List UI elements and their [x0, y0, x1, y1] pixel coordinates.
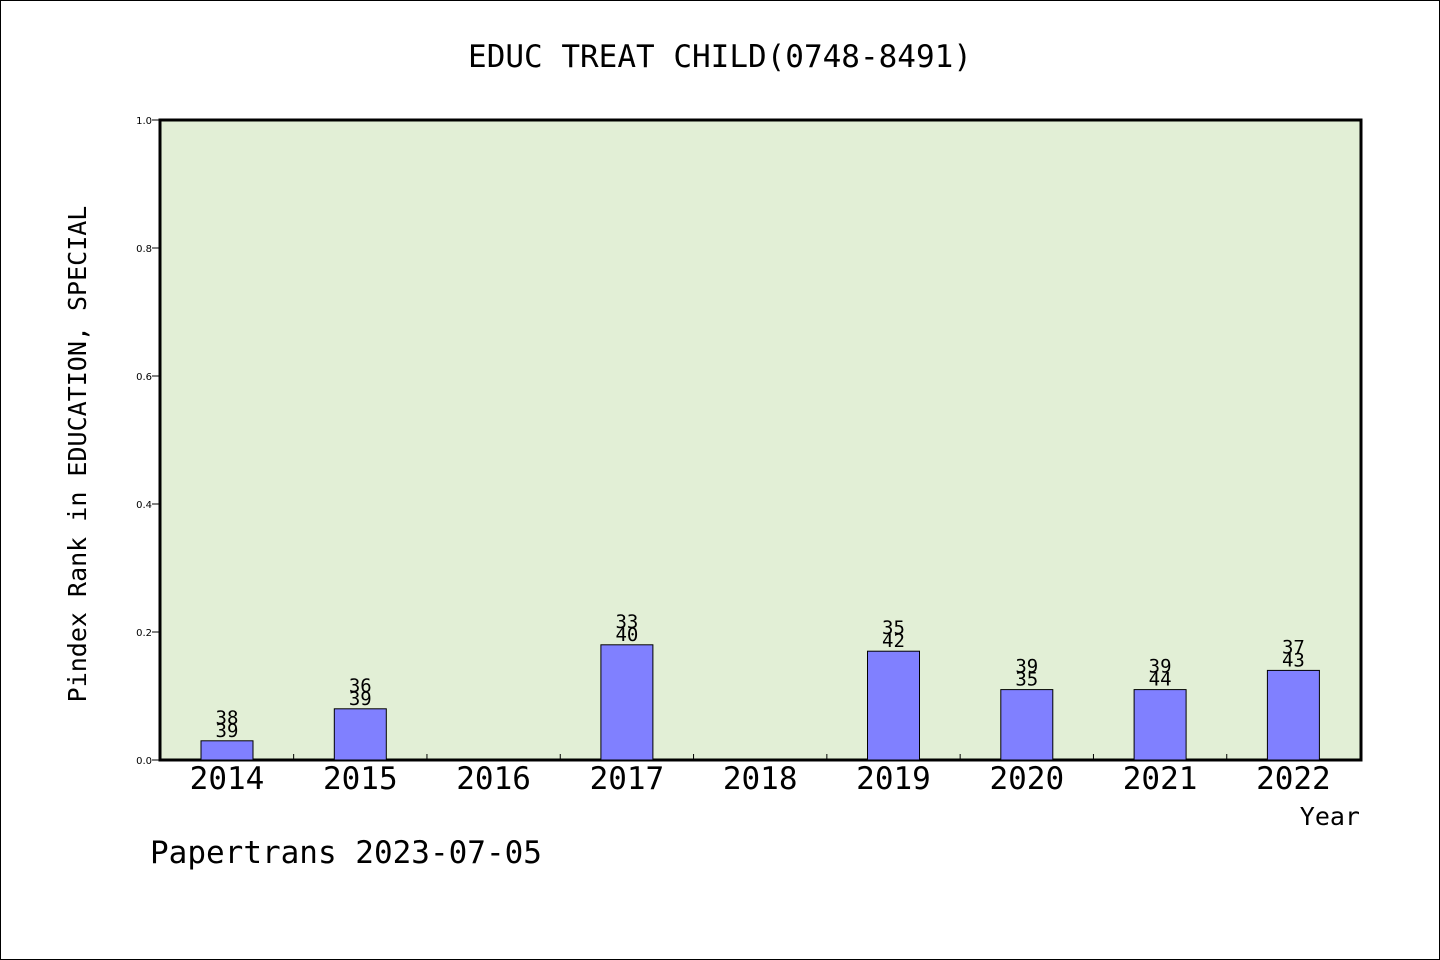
y-axis-ticks: 0.0 0.2 0.4 0.6 0.8 1.0	[136, 116, 160, 767]
x-tick-label: 2017	[590, 761, 665, 797]
plot-area	[158, 118, 1363, 762]
bar-label-top: 38	[216, 707, 239, 729]
x-axis-ticks: 2014 2015 2016 2017 2018 2019 2020 2021 2022	[190, 754, 1331, 797]
chart-title: EDUC TREAT CHILD(0748-8491)	[468, 39, 972, 75]
x-tick-label: 2021	[1123, 761, 1198, 797]
bar-label-bottom: 44	[1149, 669, 1172, 691]
bar-label-top: 33	[615, 611, 638, 633]
bar-label-bottom: 35	[1015, 669, 1038, 691]
bar-2015	[333, 708, 387, 761]
x-tick-label: 2022	[1256, 761, 1331, 797]
y-axis-label: Pindex Rank in EDUCATION, SPECIAL	[63, 206, 92, 703]
footer-text: Papertrans 2023-07-05	[150, 835, 542, 871]
bar-label-top: 39	[1149, 656, 1172, 678]
bar-label-top: 39	[1015, 656, 1038, 678]
x-tick-label: 2016	[456, 761, 531, 797]
bar-label-bottom: 39	[216, 720, 239, 742]
bar-2017	[600, 644, 654, 761]
x-axis-label: Year	[1300, 802, 1360, 831]
bar-label-bottom: 43	[1282, 649, 1305, 671]
x-tick-label: 2020	[989, 761, 1064, 797]
bar-label-top: 35	[882, 617, 905, 639]
bar-label-top: 37	[1282, 636, 1305, 658]
x-tick-label: 2018	[723, 761, 798, 797]
y-tick-label: 0.2	[136, 628, 152, 639]
bar-label-bottom: 39	[349, 688, 372, 710]
y-tick-label: 1.0	[136, 116, 152, 127]
x-tick-label: 2015	[323, 761, 398, 797]
bar-label-bottom: 42	[882, 630, 905, 652]
y-tick-label: 0.8	[136, 244, 152, 255]
bar-2021	[1133, 689, 1187, 761]
y-tick-label: 0.6	[136, 372, 152, 383]
bar-label-top: 36	[349, 675, 372, 697]
bar-2014	[200, 740, 254, 761]
x-tick-label: 2019	[856, 761, 931, 797]
bar-2020	[1000, 689, 1054, 761]
y-tick-label: 0.4	[136, 500, 152, 511]
x-tick-label: 2014	[190, 761, 265, 797]
bar-2019	[867, 650, 920, 761]
y-tick-label: 0.0	[136, 756, 152, 767]
bar-label-bottom: 40	[615, 624, 638, 646]
bar-2022	[1266, 669, 1320, 761]
